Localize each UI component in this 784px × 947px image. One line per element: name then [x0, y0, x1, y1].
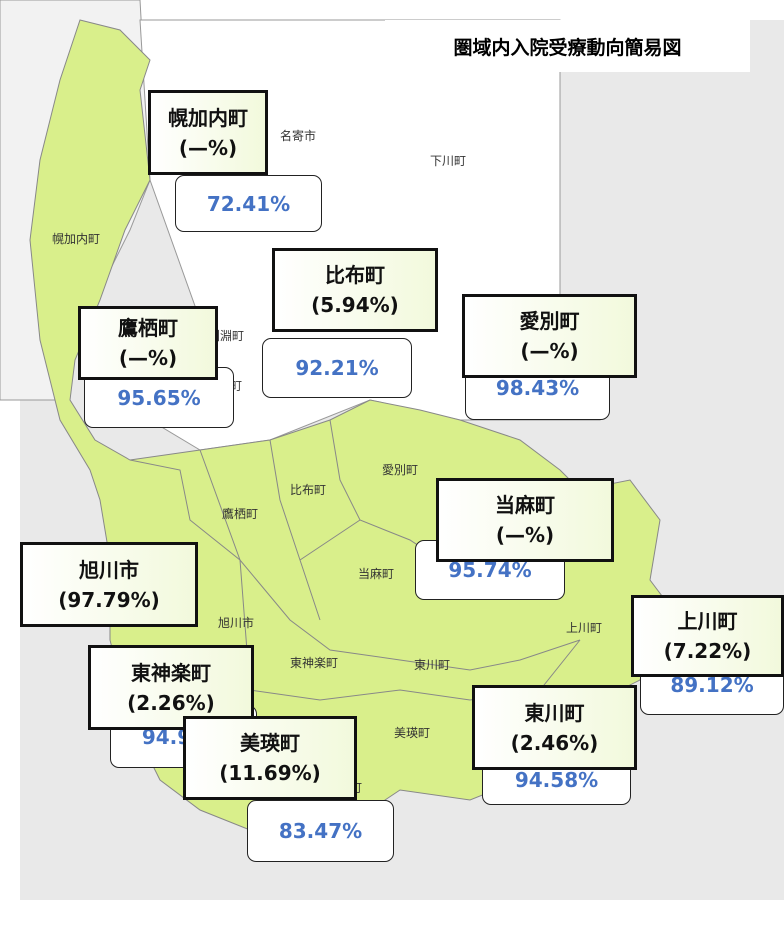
town-name: 幌加内町 — [168, 105, 248, 130]
town-box: 愛別町 (—%) — [462, 294, 637, 378]
border — [249, 639, 581, 701]
town-box: 東神楽町 (2.26%) — [88, 645, 254, 730]
place-label: 当麻町 — [358, 566, 394, 581]
place-label: 名寄市 — [280, 128, 316, 143]
town-name: 鷹栖町 — [118, 316, 178, 340]
town-share: (11.69%) — [219, 761, 321, 785]
value-box: 72.41% — [175, 175, 322, 232]
town-share: (7.22%) — [663, 639, 752, 663]
town-name: 美瑛町 — [240, 731, 300, 755]
value-box: 83.47% — [247, 800, 394, 862]
place-label: 比布町 — [290, 483, 326, 497]
place-label: 東神楽町 — [290, 656, 338, 670]
town-box: 美瑛町 (11.69%) — [183, 716, 357, 800]
value-text: 92.21% — [295, 356, 379, 380]
value-text: 72.41% — [206, 191, 291, 216]
value-text: 95.74% — [448, 558, 532, 582]
value-text: 94.58% — [514, 768, 599, 792]
town-name: 東神楽町 — [131, 660, 211, 685]
town-share: (—%) — [495, 523, 555, 547]
value-box: 92.21% — [262, 338, 412, 398]
border — [129, 459, 581, 671]
town-share: (2.26%) — [127, 690, 215, 715]
place-label: 旭川市 — [218, 615, 254, 630]
place-label: 下川町 — [430, 154, 466, 168]
town-name: 比布町 — [325, 263, 385, 287]
place-label: 鷹栖町 — [222, 506, 258, 521]
town-name: 旭川市 — [79, 557, 139, 582]
town-share: (—%) — [178, 135, 238, 160]
town-box: 旭川市 (97.79%) — [20, 542, 198, 627]
town-share: (—%) — [118, 346, 178, 370]
town-box: 比布町 (5.94%) — [272, 248, 438, 332]
town-name: 上川町 — [677, 609, 738, 633]
place-label: 上川町 — [566, 621, 602, 635]
map-title: 圏域内入院受療動向簡易図 — [385, 20, 750, 72]
town-box: 鷹栖町 (—%) — [78, 306, 218, 380]
value-text: 83.47% — [278, 819, 363, 843]
region-area — [29, 19, 666, 831]
town-name: 当麻町 — [495, 493, 555, 517]
place-label: 美瑛町 — [394, 726, 430, 740]
value-text: 98.43% — [495, 375, 580, 400]
town-name: 東川町 — [524, 700, 585, 725]
town-name: 愛別町 — [519, 309, 580, 333]
town-box: 当麻町 (—%) — [436, 478, 614, 562]
town-share: (—%) — [520, 339, 579, 363]
place-label: 幌加内町 — [52, 231, 100, 246]
value-text: 89.12% — [670, 673, 754, 697]
town-box: 幌加内町 (—%) — [148, 90, 268, 175]
town-box: 上川町 (7.22%) — [631, 595, 784, 677]
place-label: 東川町 — [414, 658, 450, 672]
town-box: 東川町 (2.46%) — [472, 685, 637, 770]
place-label: 愛別町 — [382, 463, 418, 477]
town-share: (2.46%) — [510, 730, 599, 755]
value-text: 95.65% — [117, 385, 201, 410]
border — [269, 439, 321, 621]
border — [299, 519, 361, 561]
town-share: (97.79%) — [58, 587, 160, 612]
town-share: (5.94%) — [311, 293, 399, 317]
